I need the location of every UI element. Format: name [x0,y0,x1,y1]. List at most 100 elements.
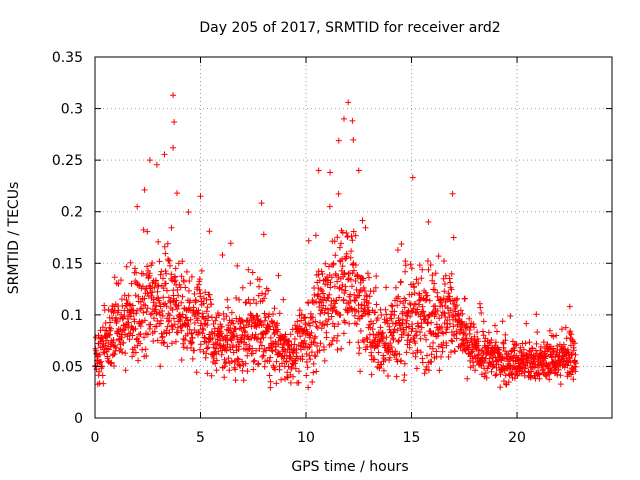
data-point [384,320,391,327]
data-point [141,295,148,302]
data-point [212,317,219,324]
data-point [108,325,114,332]
data-point [474,329,481,336]
data-point [265,287,272,294]
data-point [196,287,203,293]
data-point [428,351,435,358]
data-point [355,339,362,346]
data-point [494,328,500,335]
data-point [571,340,578,347]
y-tick-label: 0.35 [52,50,83,66]
data-point [418,275,425,282]
data-point [292,322,299,329]
data-point [523,320,530,327]
data-point [480,328,486,335]
data-point [488,337,495,343]
data-point [472,367,479,374]
data-point [291,336,298,342]
data-point [170,315,177,322]
data-point [423,336,430,343]
data-point [140,270,147,277]
data-point [169,340,175,347]
data-point [353,321,360,328]
data-point [347,276,354,283]
data-point [204,304,211,311]
data-point [236,296,243,303]
data-point [118,311,125,318]
data-point [193,369,200,376]
data-point [255,335,262,342]
data-point [99,324,106,331]
data-point [155,283,162,290]
data-point [145,274,152,281]
data-point [250,358,257,365]
data-point [567,328,574,335]
data-point [183,314,190,321]
data-point [401,304,408,311]
data-point [205,344,212,351]
data-point [257,339,264,346]
data-point [507,313,514,319]
data-point [216,312,222,319]
data-point [357,328,364,334]
data-point [372,284,379,291]
data-point [199,325,206,332]
data-point [203,350,210,357]
data-point [380,367,387,374]
data-point [349,117,356,124]
data-point [505,379,512,386]
data-point [540,339,547,346]
data-point [308,349,315,356]
data-point [366,331,373,338]
data-point [548,367,555,374]
data-point [352,278,359,284]
data-point [164,343,171,350]
data-point [377,324,384,331]
data-point [350,267,357,274]
data-point [153,323,160,330]
data-point [134,203,141,210]
data-point [294,318,301,325]
data-point [135,357,142,364]
data-point [411,283,418,290]
data-point [194,317,201,324]
data-point [371,356,378,363]
data-point [402,262,409,269]
data-point [258,342,265,349]
data-point [412,353,419,360]
data-point [177,316,184,323]
data-point [492,372,499,379]
data-point [325,294,332,301]
data-point [301,314,308,321]
data-point [111,351,118,358]
data-point [441,288,448,295]
data-point [134,307,140,314]
data-point [345,99,352,106]
data-point [536,375,543,382]
data-point [445,354,452,360]
data-point [181,278,187,285]
data-point [124,315,131,322]
data-point [366,321,373,328]
data-point [445,290,452,297]
data-point [434,307,441,314]
data-point [417,349,424,356]
data-point [160,340,167,347]
data-point [258,200,265,207]
data-point [364,304,371,311]
data-point [329,307,336,314]
data-point [358,313,365,320]
data-point [322,260,329,267]
data-point [362,310,369,317]
data-point [470,362,477,369]
data-point [100,380,107,387]
data-point [543,373,550,379]
data-point [335,190,342,197]
data-point [204,370,211,377]
data-point [142,346,149,353]
data-point [478,310,485,316]
data-point [321,357,328,364]
data-point [471,324,477,331]
data-point [426,297,433,304]
